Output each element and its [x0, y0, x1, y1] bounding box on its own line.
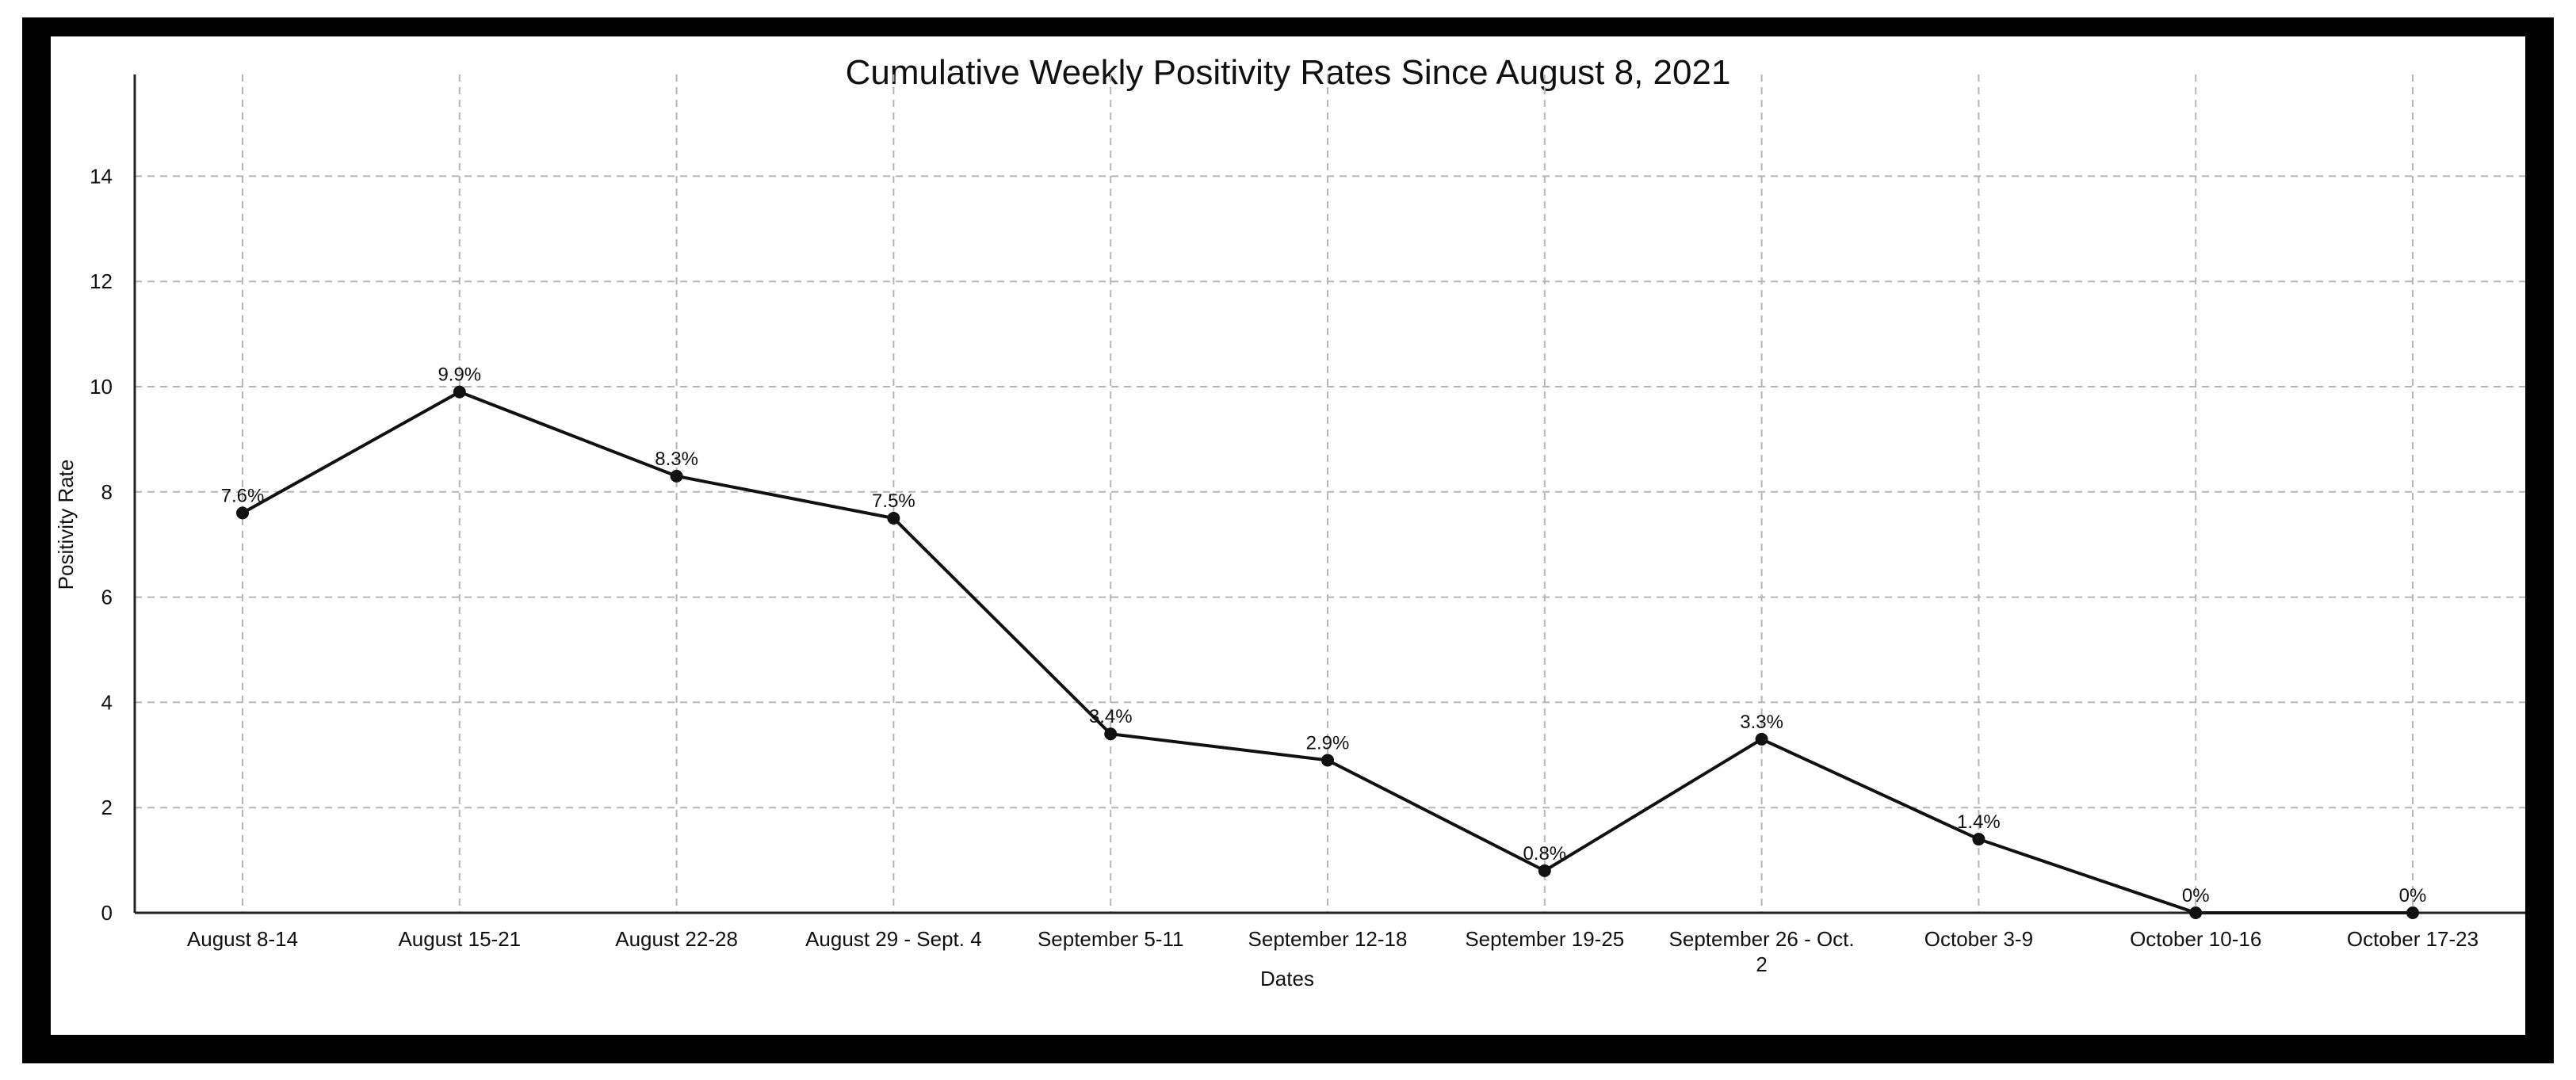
y-tick-label: 2 [101, 796, 113, 819]
data-point [1538, 864, 1551, 877]
data-label: 7.6% [221, 485, 265, 506]
x-tick-label-line: September 5-11 [1038, 927, 1184, 951]
x-tick-label: September 5-11 [1038, 927, 1184, 951]
data-labels: 7.6% 9.9% 8.3% 7.5% 3.4% 2.9% 0.8% 3.3% 1.4% 0% 0% [221, 364, 2427, 906]
data-point [1321, 754, 1334, 767]
x-tick-label: August 29 - Sept. 4 [805, 927, 982, 951]
x-tick-label-line: 2 [1756, 952, 1767, 976]
data-point [2406, 906, 2419, 919]
data-label: 0% [2399, 885, 2427, 906]
data-label: 0% [2182, 885, 2210, 906]
data-point [670, 469, 683, 483]
data-label: 7.5% [872, 490, 915, 512]
data-point [236, 506, 249, 520]
data-label: 9.9% [438, 364, 481, 386]
y-tick-label: 4 [101, 690, 113, 714]
x-tick-label: September 26 - Oct. 2 [1669, 927, 1855, 976]
x-tick-label-line: August 15-21 [398, 927, 521, 951]
x-tick-label: August 22-28 [615, 927, 738, 951]
data-point [1972, 833, 1986, 846]
data-label: 3.3% [1740, 712, 1783, 733]
data-label: 0.8% [1523, 843, 1566, 864]
x-tick-label-line: August 22-28 [615, 927, 738, 951]
data-points [236, 385, 2419, 919]
y-tick-labels: 0 2 4 6 8 10 12 14 [90, 164, 113, 925]
x-tick-label: October 3-9 [1924, 927, 2033, 951]
x-tick-label: August 8-14 [187, 927, 298, 951]
y-tick-label: 12 [90, 269, 113, 293]
x-tick-label-line: October 17-23 [2347, 927, 2479, 951]
x-tick-label-line: September 19-25 [1465, 927, 1624, 951]
x-tick-label-line: September 12-18 [1248, 927, 1408, 951]
data-point [1755, 732, 1768, 746]
data-point [453, 385, 466, 399]
y-tick-label: 8 [101, 480, 113, 504]
x-tick-label: October 17-23 [2347, 927, 2479, 951]
x-tick-label-line: October 3-9 [1924, 927, 2033, 951]
axes [133, 74, 2525, 914]
y-tick-label: 14 [90, 164, 113, 188]
data-point [887, 512, 900, 525]
x-axis-label: Dates [1260, 967, 1314, 990]
grid-lines [135, 74, 2525, 913]
y-axis-label: Positivity Rate [54, 460, 78, 590]
y-tick-label: 10 [90, 375, 113, 399]
x-tick-label-line: August 29 - Sept. 4 [805, 927, 982, 951]
x-tick-label-line: August 8-14 [187, 927, 298, 951]
data-point [1104, 727, 1118, 741]
data-label: 1.4% [1957, 811, 2001, 833]
data-label: 2.9% [1306, 732, 1350, 754]
x-tick-label: September 12-18 [1248, 927, 1408, 951]
y-tick-label: 0 [101, 901, 113, 925]
y-tick-label: 6 [101, 586, 113, 609]
x-tick-label-line: September 26 - Oct. [1669, 927, 1855, 951]
chart-title: Cumulative Weekly Positivity Rates Since… [846, 53, 1731, 92]
x-tick-label: September 19-25 [1465, 927, 1624, 951]
x-tick-label-line: October 10-16 [2130, 927, 2261, 951]
x-tick-label: October 10-16 [2130, 927, 2261, 951]
line-chart: Cumulative Weekly Positivity Rates Since… [54, 53, 2525, 990]
data-label: 3.4% [1089, 706, 1133, 727]
outer-frame: Cumulative Weekly Positivity Rates Since… [22, 17, 2554, 1063]
chart-panel: Cumulative Weekly Positivity Rates Since… [51, 36, 2525, 1035]
x-tick-labels: August 8-14 August 15-21 August 22-28 Augus… [187, 927, 2479, 976]
data-label: 8.3% [655, 448, 698, 470]
data-point [2189, 906, 2203, 919]
x-tick-label: August 15-21 [398, 927, 521, 951]
